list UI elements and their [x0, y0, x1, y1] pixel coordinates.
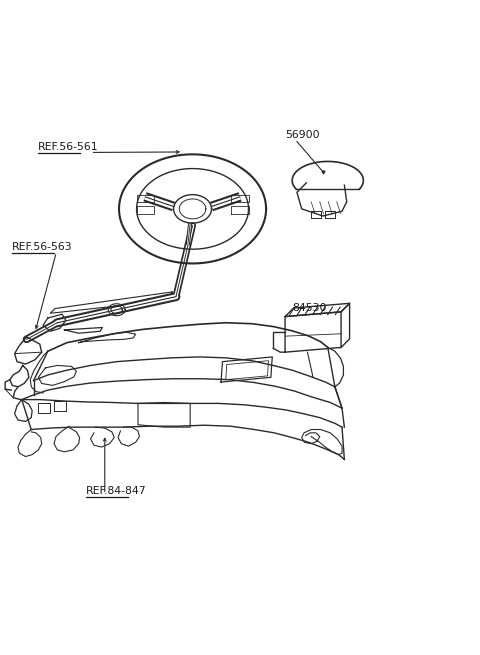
Text: 84530: 84530 — [292, 303, 327, 313]
Text: REF.84-847: REF.84-847 — [86, 486, 146, 496]
Text: REF.56-563: REF.56-563 — [12, 242, 73, 252]
Text: 56900: 56900 — [285, 130, 320, 140]
Text: REF.56-561: REF.56-561 — [38, 142, 99, 152]
Polygon shape — [64, 328, 102, 333]
